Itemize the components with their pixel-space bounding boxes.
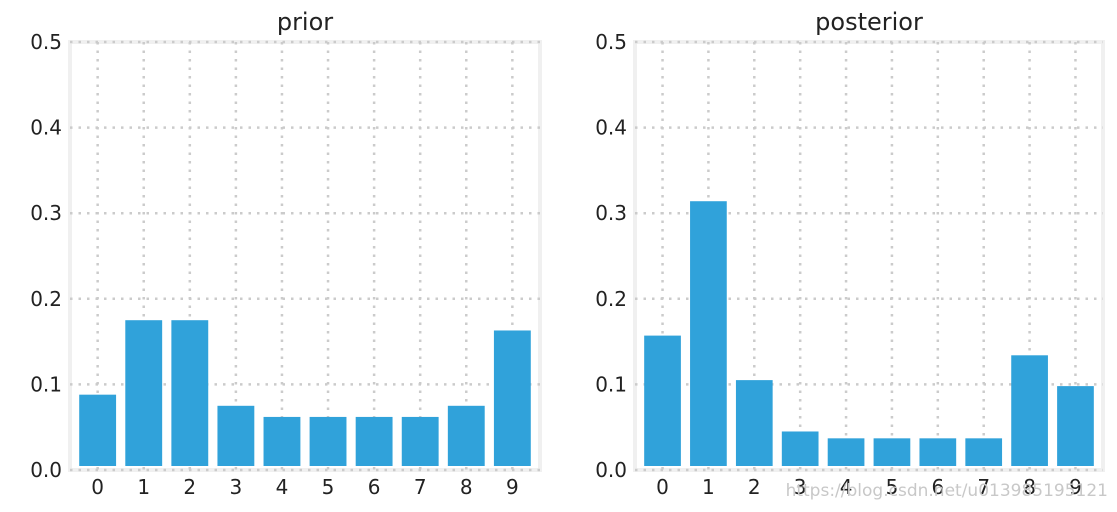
posterior-y-tick-label: 0.2 (595, 287, 627, 311)
prior-x-tick-label: 1 (137, 475, 150, 499)
prior-bar-2 (171, 320, 209, 466)
prior-bar-1 (125, 320, 163, 466)
posterior-x-tick-label: 5 (886, 475, 899, 499)
posterior-x-tick-label: 9 (1069, 475, 1082, 499)
posterior-bar-3 (781, 431, 819, 466)
posterior-bar-5 (873, 438, 911, 466)
prior-bar-9 (493, 330, 531, 466)
prior-y-tick-label: 0.2 (30, 287, 62, 311)
posterior-x-tick-label: 8 (1023, 475, 1036, 499)
prior-y-tick-label: 0.4 (30, 116, 62, 140)
posterior-bar-2 (735, 380, 773, 466)
posterior-y-tick-label: 0.1 (595, 372, 627, 396)
prior-x-tick-label: 9 (506, 475, 519, 499)
posterior-y-tick-label: 0.3 (595, 201, 627, 225)
prior-bar-4 (263, 416, 301, 466)
posterior-bar-4 (827, 438, 865, 466)
posterior-x-tick-label: 3 (794, 475, 807, 499)
posterior-bar-0 (644, 335, 681, 466)
posterior-x-tick-label: 4 (840, 475, 853, 499)
prior-chart-title: prior (277, 8, 333, 36)
posterior-bar-8 (1011, 355, 1048, 466)
prior-y-tick-label: 0.1 (30, 372, 62, 396)
prior-chart-panel: 0.0 0.1 0.2 0.3 0.4 0.5 0 1 2 3 4 5 6 7 8 9 prior (30, 8, 542, 499)
posterior-bar-6 (919, 438, 957, 466)
posterior-chart-title: posterior (815, 8, 923, 36)
prior-x-tick-label: 2 (183, 475, 196, 499)
prior-bar-0 (79, 394, 117, 466)
posterior-x-tick-label: 1 (702, 475, 715, 499)
prior-bar-7 (401, 416, 439, 466)
posterior-bar-9 (1057, 386, 1094, 466)
posterior-bar-7 (965, 438, 1003, 466)
posterior-y-tick-label: 0.4 (595, 116, 627, 140)
prior-x-tick-label: 0 (91, 475, 104, 499)
prior-bar-5 (309, 416, 347, 466)
prior-bar-6 (355, 416, 393, 466)
posterior-bar-1 (690, 201, 727, 466)
prior-x-tick-label: 7 (414, 475, 427, 499)
prior-y-tick-label: 0.0 (30, 458, 62, 482)
prior-y-tick-label: 0.5 (30, 30, 62, 54)
posterior-y-tick-label: 0.0 (595, 458, 627, 482)
prior-x-tick-label: 8 (460, 475, 473, 499)
watermark-text: https://blog.csdn.net/u013985195121 (786, 481, 1108, 501)
prior-bar-8 (447, 405, 485, 466)
prior-y-tick-label: 0.3 (30, 201, 62, 225)
posterior-chart-panel: 0.0 0.1 0.2 0.3 0.4 0.5 0 1 2 3 4 5 6 7 8 9 posterior (595, 8, 1105, 499)
posterior-x-tick-label: 6 (931, 475, 944, 499)
posterior-y-tick-label: 0.5 (595, 30, 627, 54)
prior-x-tick-label: 5 (322, 475, 335, 499)
posterior-x-tick-label: 7 (977, 475, 990, 499)
prior-x-tick-label: 3 (230, 475, 243, 499)
prior-bar-3 (217, 405, 255, 466)
posterior-x-tick-label: 0 (656, 475, 669, 499)
posterior-x-tick-label: 2 (748, 475, 761, 499)
prior-x-tick-label: 4 (276, 475, 289, 499)
prior-x-tick-label: 6 (368, 475, 381, 499)
